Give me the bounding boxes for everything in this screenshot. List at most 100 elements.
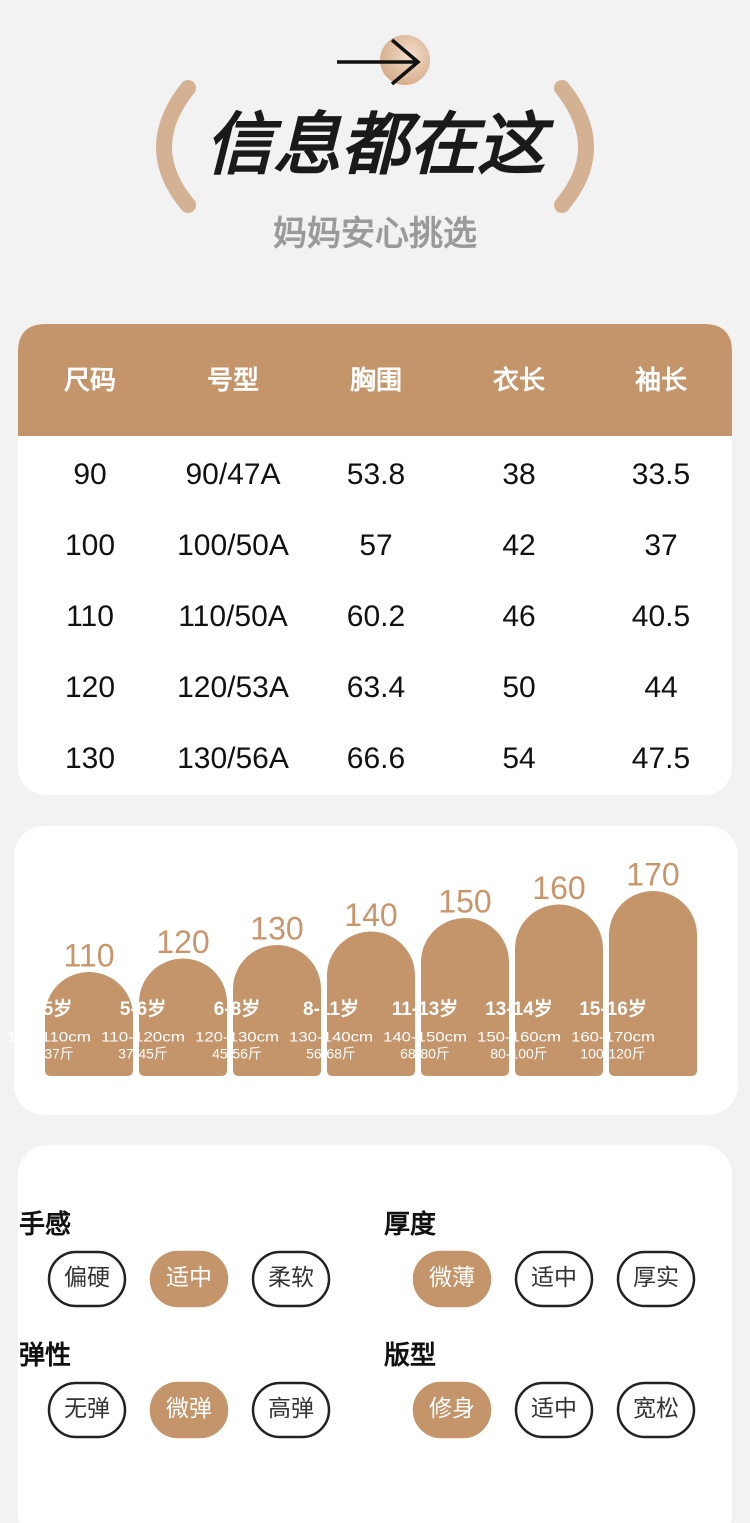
size-pill <box>45 972 133 1076</box>
size-pill <box>233 945 321 1076</box>
attribute-option-label: 适中 <box>166 1264 212 1290</box>
attribute-option-label: 适中 <box>531 1395 577 1421</box>
table-cell: 120 <box>65 671 115 704</box>
attribute-option <box>47 1250 127 1308</box>
attribute-card <box>18 1145 732 1523</box>
table-header-cell: 号型 <box>207 365 259 395</box>
size-range: 150-160cm <box>477 1029 561 1045</box>
size-height: 150 <box>438 883 491 919</box>
table-cell: 100 <box>65 529 115 562</box>
attribute-option <box>616 1381 696 1439</box>
attribute-title: 版型 <box>383 1340 436 1370</box>
size-range: 110-120cm <box>101 1029 185 1045</box>
attribute-option-label: 无弹 <box>64 1395 110 1421</box>
attribute-option-label: 高弹 <box>268 1395 314 1421</box>
attribute-option <box>149 1250 229 1308</box>
attribute-option-label: 修身 <box>429 1395 475 1421</box>
attribute-option-label: 适中 <box>531 1264 577 1290</box>
attribute-title: 厚度 <box>384 1209 436 1239</box>
size-pill <box>421 918 509 1076</box>
table-cell: 100/50A <box>177 529 289 562</box>
table-cell: 42 <box>502 529 535 562</box>
title: 信息都在这 <box>205 107 555 183</box>
attribute-option <box>47 1381 127 1439</box>
table-cell: 38 <box>502 458 535 491</box>
size-pill <box>609 891 697 1076</box>
table-cell: 53.8 <box>347 458 405 491</box>
arrow <box>337 38 421 86</box>
table-header-cell: 尺码 <box>64 365 116 395</box>
size-age: 11-13岁 <box>392 997 459 1020</box>
table-cell: 66.6 <box>347 742 405 775</box>
attribute-option <box>251 1381 331 1439</box>
size-pill <box>139 958 227 1076</box>
size-height: 110 <box>63 937 114 973</box>
size-age: 15-16岁 <box>579 997 647 1020</box>
attribute-option <box>149 1381 229 1439</box>
table-card <box>18 324 732 795</box>
size-age: 3-5岁 <box>26 997 72 1020</box>
size-age: 5-6岁 <box>120 997 166 1020</box>
table-cell: 130 <box>65 742 115 775</box>
size-range: 160-170cm <box>571 1029 655 1045</box>
table-cell: 37 <box>644 529 677 562</box>
size-height: 120 <box>156 924 209 960</box>
size-age: 13-14岁 <box>485 997 553 1020</box>
table-cell: 57 <box>359 529 392 562</box>
attribute-option-label: 厚实 <box>633 1264 679 1290</box>
attribute-option-label: 微薄 <box>429 1264 475 1290</box>
size-weight: 37-45斤 <box>118 1046 168 1062</box>
size-range: 140-150cm <box>383 1029 467 1045</box>
attribute-option-label: 宽松 <box>633 1395 679 1421</box>
table-cell: 110 <box>66 600 114 633</box>
bracket-left <box>156 80 196 213</box>
size-range: 120-130cm <box>195 1029 279 1045</box>
size-weight: 30-37斤 <box>24 1046 74 1062</box>
table-cell: 47.5 <box>632 742 690 775</box>
size-range: 130-140cm <box>289 1029 373 1045</box>
size-weight: 56-68斤 <box>306 1046 356 1062</box>
size-range: 100-110cm <box>7 1029 91 1045</box>
table-cell: 130/56A <box>177 742 289 775</box>
table-cell: 63.4 <box>347 671 405 704</box>
size-height: 160 <box>532 870 585 906</box>
attribute-option <box>514 1381 594 1439</box>
attribute-option-label: 微弹 <box>166 1395 212 1421</box>
size-height: 140 <box>344 897 397 933</box>
table-cell: 40.5 <box>632 600 690 633</box>
size-age: 6-8岁 <box>214 997 260 1020</box>
size-weight: 68-80斤 <box>400 1046 450 1062</box>
size-height: 130 <box>250 910 303 946</box>
table-cell: 33.5 <box>632 458 690 491</box>
table-header <box>18 324 732 436</box>
size-weight: 45-56斤 <box>212 1046 262 1062</box>
table-cell: 60.2 <box>347 600 405 633</box>
bracket-right <box>554 80 594 213</box>
table-cell: 110/50A <box>178 600 288 633</box>
table-cell: 50 <box>502 671 535 704</box>
subtitle: 妈妈安心挑选 <box>273 215 477 253</box>
attribute-title: 手感 <box>19 1209 71 1239</box>
table-cell: 90/47A <box>185 458 280 491</box>
attribute-option-label: 偏硬 <box>64 1264 110 1290</box>
attribute-option-label: 柔软 <box>268 1264 314 1290</box>
attribute-option <box>412 1381 492 1439</box>
size-age: 8-11岁 <box>303 997 359 1020</box>
attribute-option <box>251 1250 331 1308</box>
table-cell: 54 <box>502 742 535 775</box>
table-header-cell: 衣长 <box>493 365 546 395</box>
attribute-title: 弹性 <box>19 1340 71 1370</box>
size-pill <box>327 931 415 1076</box>
attribute-option <box>616 1250 696 1308</box>
attribute-option <box>412 1250 492 1308</box>
table-cell: 46 <box>502 600 535 633</box>
attribute-option <box>514 1250 594 1308</box>
decor-ball <box>380 35 430 85</box>
table-header-cell: 袖长 <box>635 365 688 395</box>
table-cell: 120/53A <box>177 671 289 704</box>
table-header-cell: 胸围 <box>350 365 402 395</box>
table-cell: 90 <box>73 458 106 491</box>
table-cell: 44 <box>644 671 677 704</box>
